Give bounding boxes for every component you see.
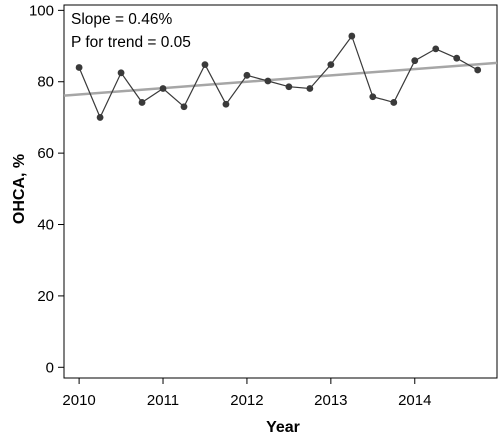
series-line	[78, 34, 478, 119]
data-point	[306, 85, 314, 92]
data-point	[159, 85, 167, 92]
plot-area	[63, 4, 498, 379]
x-axis-title: Year	[266, 419, 300, 436]
y-tick-label: 40	[37, 217, 54, 234]
x-tick-label: 2010	[62, 392, 95, 409]
axis-tick-labels: 2010 2011 2012 2013 2014 0 20 40 60 80 100	[29, 2, 431, 409]
data-point	[222, 100, 230, 108]
data-point	[285, 83, 293, 91]
data-point	[474, 66, 482, 74]
y-tick-label: 80	[37, 74, 54, 91]
trend-line	[63, 61, 498, 97]
trend-line-group	[63, 61, 498, 97]
data-point	[348, 32, 356, 40]
data-point	[453, 54, 461, 62]
y-tick-label: 60	[37, 145, 54, 162]
x-tick-label: 2014	[398, 392, 431, 409]
y-axis-title: OHCA, %	[11, 154, 28, 224]
x-tick-label: 2011	[147, 392, 179, 409]
y-tick-label: 20	[37, 288, 54, 305]
data-point	[369, 93, 377, 101]
plot-frame	[63, 4, 498, 379]
data-point	[180, 103, 188, 111]
data-point	[243, 71, 251, 79]
x-tick-label: 2012	[230, 392, 263, 409]
data-point	[138, 99, 146, 106]
data-point	[390, 99, 398, 106]
data-point	[432, 45, 440, 53]
axis-ticks	[58, 9, 416, 384]
data-point	[264, 77, 272, 85]
data-point	[327, 61, 335, 69]
data-point	[201, 61, 209, 69]
y-tick-label: 100	[29, 2, 54, 19]
slope-annotation: Slope = 0.46%	[71, 11, 172, 28]
data-series-group	[75, 32, 482, 121]
data-point	[75, 64, 83, 71]
data-point	[117, 69, 125, 77]
y-tick-label: 0	[46, 359, 54, 376]
data-point	[411, 57, 419, 65]
p-trend-annotation: P for trend = 0.05	[71, 34, 191, 51]
x-tick-label: 2013	[314, 392, 347, 409]
data-point	[96, 114, 104, 121]
